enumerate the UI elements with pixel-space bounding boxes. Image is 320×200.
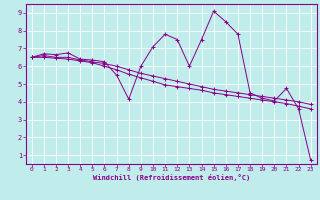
X-axis label: Windchill (Refroidissement éolien,°C): Windchill (Refroidissement éolien,°C) bbox=[92, 174, 250, 181]
